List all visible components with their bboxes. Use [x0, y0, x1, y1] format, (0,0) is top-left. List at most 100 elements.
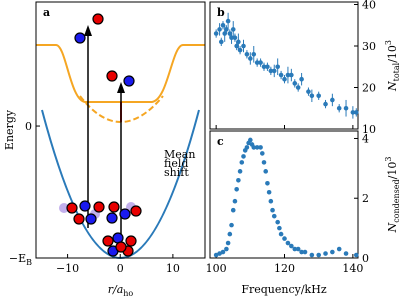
- data-point: [234, 186, 239, 192]
- atom: [125, 235, 137, 247]
- data-point: [277, 225, 282, 231]
- y-axis-label: Energy: [3, 109, 16, 150]
- annotation: shift: [164, 166, 189, 179]
- x-tick-label: 10: [166, 262, 180, 275]
- data-point: [259, 151, 265, 156]
- data-point: [239, 160, 245, 165]
- atom: [119, 208, 131, 220]
- data-point: [258, 60, 263, 65]
- data-point: [278, 231, 284, 237]
- atom: [66, 202, 78, 214]
- data-point: [295, 246, 301, 252]
- data-point: [316, 93, 321, 99]
- label-part: 3: [384, 40, 393, 45]
- data-point: [234, 43, 239, 49]
- data-point: [285, 240, 291, 246]
- label-part: total: [392, 62, 401, 81]
- annotation: field: [164, 157, 188, 170]
- atom: [93, 201, 105, 213]
- y-tick-label: −EB: [9, 252, 32, 267]
- data-point: [336, 246, 342, 252]
- data-point: [350, 110, 356, 115]
- atom: [102, 235, 114, 247]
- atom: [74, 32, 86, 44]
- data-point: [295, 85, 301, 90]
- data-point: [263, 169, 269, 174]
- data-point: [224, 27, 229, 32]
- data-point: [236, 178, 241, 183]
- data-point: [270, 207, 275, 213]
- arrow-head: [117, 82, 125, 93]
- data-point: [316, 252, 321, 258]
- panel-label: b: [217, 6, 225, 19]
- data-point: [224, 246, 229, 252]
- y-tick-label: 40: [362, 0, 376, 11]
- y-tick-label: 2: [362, 192, 369, 205]
- data-point: [266, 189, 272, 195]
- data-point: [309, 252, 315, 258]
- data-point: [292, 246, 298, 252]
- label-part: N: [386, 222, 399, 233]
- data-point: [353, 110, 359, 115]
- y-tick-label: 20: [362, 81, 376, 94]
- data-point: [218, 39, 224, 45]
- atom: [79, 200, 91, 212]
- x-tick-label: 120: [274, 262, 295, 275]
- data-point: [353, 252, 359, 258]
- data-point: [302, 249, 308, 255]
- data-point: [323, 101, 328, 107]
- data-point: [227, 231, 233, 237]
- data-point: [268, 68, 274, 74]
- data-point: [285, 72, 291, 78]
- data-point: [261, 160, 267, 165]
- data-point: [289, 243, 294, 249]
- panel-label: c: [217, 135, 224, 148]
- data-point: [265, 180, 270, 186]
- data-point: [244, 51, 250, 57]
- data-point: [271, 68, 277, 74]
- data-point: [258, 145, 263, 150]
- panel-frame: [209, 1, 359, 130]
- data-point: [222, 31, 227, 36]
- x-tick-label: 100: [206, 262, 227, 275]
- data-point: [306, 89, 311, 94]
- data-point: [251, 51, 257, 57]
- data-point: [248, 56, 253, 61]
- data-point: [330, 249, 335, 255]
- atom: [92, 13, 104, 25]
- atom: [115, 241, 127, 253]
- data-point: [254, 60, 260, 65]
- label-part: condensed: [392, 179, 401, 222]
- data-point: [323, 251, 328, 256]
- y-tick-label: 4: [362, 132, 369, 145]
- data-point: [278, 72, 284, 78]
- y-axis-label: Ncondensed/103: [384, 157, 401, 234]
- data-point: [275, 219, 280, 225]
- y-tick-label: 0: [25, 120, 32, 133]
- data-point: [213, 31, 219, 36]
- data-point: [282, 236, 287, 241]
- data-point: [248, 137, 253, 143]
- label-part: ho: [123, 289, 133, 298]
- excited-potential: [36, 44, 205, 103]
- data-point: [229, 35, 234, 40]
- label-part: 3: [384, 157, 393, 162]
- y-tick-label: 0: [362, 252, 369, 265]
- atom: [123, 75, 135, 87]
- data-point: [220, 22, 226, 28]
- label-part: r/a: [108, 283, 124, 296]
- data-point: [230, 27, 236, 32]
- atom: [59, 203, 69, 213]
- data-point: [299, 76, 304, 82]
- x-axis-label: Frequency/kHz: [241, 283, 326, 296]
- panel-frame: [209, 130, 359, 259]
- data-point: [241, 154, 246, 159]
- atom: [108, 201, 120, 213]
- data-point: [299, 249, 304, 255]
- data-point: [225, 240, 231, 246]
- data-point: [289, 72, 294, 78]
- y-axis-label: Ntotal/103: [384, 40, 401, 92]
- y-tick-label: 10: [362, 123, 376, 136]
- label-part: Frequency/kHz: [241, 283, 326, 296]
